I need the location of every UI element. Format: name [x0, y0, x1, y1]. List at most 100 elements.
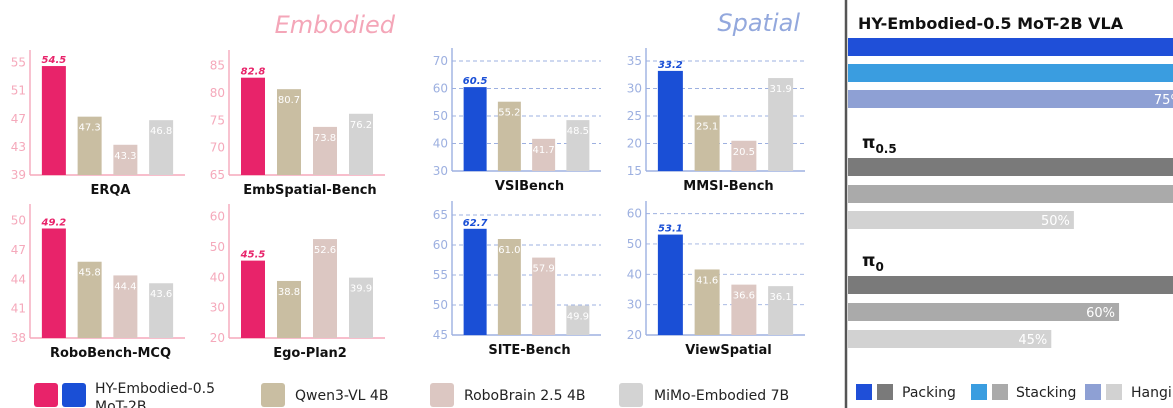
- y-tick-label: 60: [210, 210, 225, 224]
- vla-legend-swatch: [877, 384, 893, 400]
- bar-value-label: 61.0: [498, 245, 520, 256]
- y-tick-label: 30: [627, 82, 642, 96]
- vla-legend-item: Hangi: [1085, 384, 1172, 401]
- bar: [277, 89, 301, 175]
- benchmark-charts: 39 43 47 51 55 54.5 47.3 43.3 46.8 ERQA 65 70 75 80 85…: [11, 48, 805, 361]
- vla-bar-label: 50%: [1041, 214, 1070, 229]
- y-tick-label: 60: [433, 82, 448, 96]
- vla-legend-swatch: [971, 384, 987, 400]
- y-tick-label: 15: [627, 164, 642, 178]
- legend-label: HY-Embodied-0.5: [95, 381, 215, 397]
- bar: [113, 144, 138, 175]
- y-tick-label: 39: [11, 168, 26, 182]
- y-tick-label: 20: [627, 328, 642, 342]
- chart-title: SITE-Bench: [488, 343, 570, 358]
- vla-bar: [848, 90, 1173, 108]
- bar: [657, 234, 683, 335]
- bar: [113, 275, 138, 338]
- bar-value-label: 33.2: [658, 60, 683, 71]
- y-tick-label: 60: [627, 207, 642, 221]
- chart-embspatial: 65 70 75 80 85 82.8 80.7 73.8 76.2 EmbSpatial-Ben…: [210, 50, 385, 198]
- y-tick-label: 70: [210, 141, 225, 155]
- legend-item: Qwen3-VL 4B: [261, 383, 388, 407]
- chart-title: EmbSpatial-Bench: [243, 183, 376, 198]
- chart-egoplan: 20 30 40 50 60 45.5 38.8 52.6 39.9 Ego-Plan2: [210, 204, 385, 361]
- vla-success-chart: HY-Embodied-0.5 MoT-2B VLA85%80%75% π0.58…: [848, 14, 1173, 348]
- bar-value-label: 45.5: [240, 250, 266, 261]
- y-tick-label: 20: [627, 137, 642, 151]
- bar: [463, 228, 487, 335]
- bar-value-label: 73.8: [314, 133, 336, 144]
- y-tick-label: 47: [11, 112, 26, 126]
- y-tick-label: 43: [11, 140, 26, 154]
- y-tick-label: 20: [210, 331, 225, 345]
- y-tick-label: 25: [627, 109, 642, 123]
- y-tick-label: 50: [433, 109, 448, 123]
- bar: [149, 283, 174, 338]
- bar-value-label: 82.8: [241, 67, 266, 78]
- chart-viewspatial: 20 30 40 50 60 53.1 41.6 36.6 36.1 ViewSpatial: [627, 201, 805, 358]
- bar-value-label: 41.6: [696, 275, 718, 286]
- y-tick-label: 80: [210, 86, 225, 100]
- bar-value-label: 25.1: [696, 121, 718, 132]
- chart-erqa: 39 43 47 51 55 54.5 47.3 43.3 46.8 ERQA: [11, 50, 185, 198]
- bar-value-label: 52.6: [314, 245, 336, 256]
- bar: [41, 228, 66, 338]
- chart-title: VSIBench: [495, 179, 564, 194]
- y-tick-label: 50: [11, 214, 26, 228]
- legend-label: MiMo-Embodied 7B: [654, 388, 789, 404]
- vla-legend-item: Packing: [856, 384, 956, 401]
- bar-value-label: 62.7: [463, 218, 488, 229]
- bar: [768, 286, 794, 335]
- vla-bar: [848, 64, 1173, 82]
- y-tick-label: 47: [11, 243, 26, 257]
- vla-series-name: HY-Embodied-0.5 MoT-2B VLA: [858, 14, 1124, 33]
- bar-value-label: 36.6: [733, 291, 755, 302]
- vla-bar-label: 60%: [1086, 306, 1115, 321]
- bar-value-label: 57.9: [532, 264, 554, 275]
- vla-legend-swatch: [1085, 384, 1101, 400]
- vla-bar: [848, 158, 1173, 176]
- model-legend: HY-Embodied-0.5 MoT-2B Qwen3-VL 4B RoboBrai…: [34, 381, 789, 408]
- bar: [497, 101, 521, 171]
- chart-mmsi: 15 20 25 30 35 33.2 25.1 20.5 31.9 MMSI-Bench: [627, 48, 805, 194]
- bar: [41, 66, 66, 175]
- y-tick-label: 30: [627, 298, 642, 312]
- bar-value-label: 45.8: [78, 268, 100, 279]
- chart-robobench: 38 41 44 47 50 49.2 45.8 44.4 43.6 RoboBench-MCQ: [11, 204, 185, 361]
- y-tick-label: 35: [627, 54, 642, 68]
- vla-series: π0.585%85%50%: [848, 133, 1173, 229]
- y-tick-label: 38: [11, 331, 26, 345]
- chart-title: MMSI-Bench: [683, 179, 773, 194]
- legend-item: RoboBrain 2.5 4B: [430, 383, 586, 407]
- bar-value-label: 47.3: [78, 123, 100, 134]
- bar-value-label: 44.4: [114, 281, 136, 292]
- vla-legend-swatch: [1106, 384, 1122, 400]
- legend-label: RoboBrain 2.5 4B: [464, 388, 586, 404]
- y-tick-label: 50: [433, 298, 448, 312]
- y-tick-label: 65: [210, 168, 225, 182]
- bar-value-label: 20.5: [733, 147, 755, 158]
- bar-value-label: 80.7: [278, 95, 300, 106]
- vla-bar: [848, 276, 1173, 294]
- bar-value-label: 76.2: [350, 120, 372, 131]
- y-tick-label: 70: [433, 54, 448, 68]
- bar: [497, 239, 521, 335]
- bar-value-label: 38.8: [278, 287, 300, 298]
- vla-series: π080%60%45%: [848, 251, 1173, 348]
- legend-label: Qwen3-VL 4B: [295, 388, 388, 404]
- bar: [463, 87, 487, 171]
- bar: [77, 261, 102, 338]
- vla-series-name: π0.5: [862, 133, 897, 156]
- bar: [313, 239, 337, 338]
- bar-value-label: 36.1: [769, 292, 791, 303]
- bar: [277, 280, 301, 338]
- bar: [694, 269, 720, 335]
- bar: [77, 116, 102, 175]
- chart-title: ViewSpatial: [685, 343, 771, 358]
- embodied-section-label: Embodied: [275, 11, 396, 39]
- y-tick-label: 50: [627, 237, 642, 251]
- bar-value-label: 53.1: [658, 224, 683, 235]
- legend-item: HY-Embodied-0.5 MoT-2B: [34, 381, 215, 408]
